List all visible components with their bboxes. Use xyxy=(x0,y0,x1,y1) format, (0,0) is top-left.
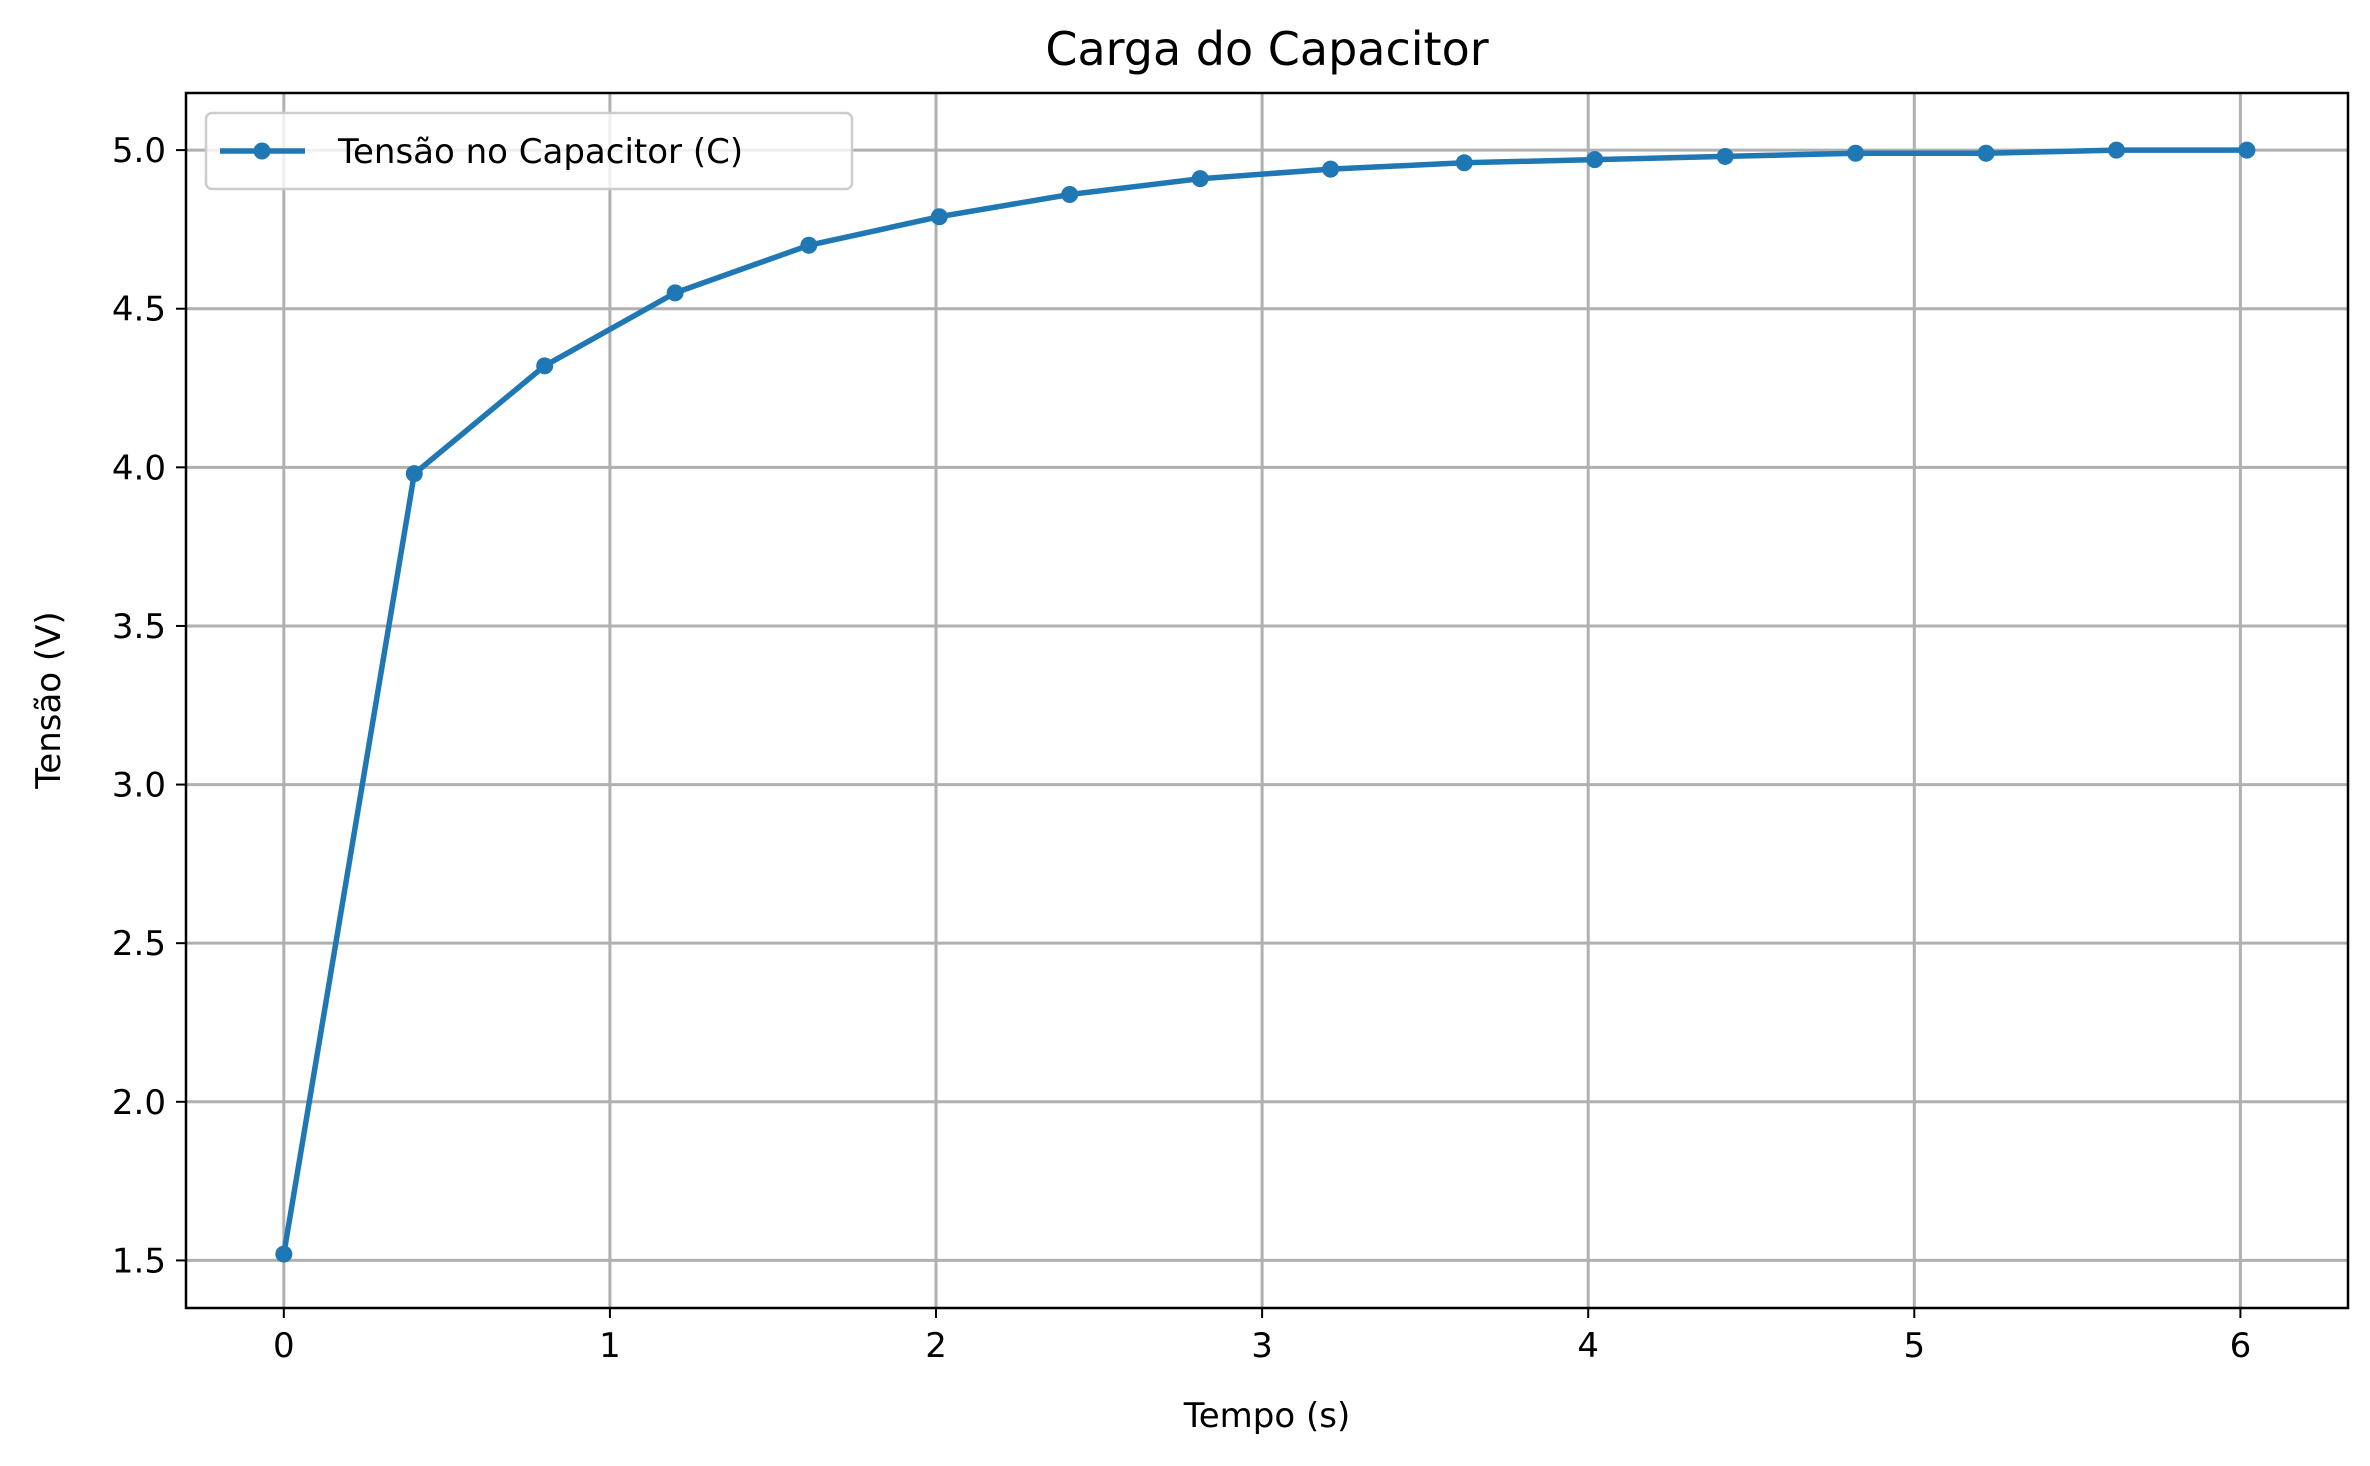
data-point xyxy=(930,208,948,226)
y-tick-label: 3.5 xyxy=(112,607,166,647)
y-tick-label: 2.0 xyxy=(112,1083,166,1123)
data-point xyxy=(1586,151,1604,169)
y-tick-label: 3.0 xyxy=(112,766,166,806)
data-point xyxy=(275,1245,293,1263)
data-point xyxy=(1716,147,1734,165)
y-tick-label: 2.5 xyxy=(112,924,166,964)
data-point xyxy=(405,465,423,483)
data-point xyxy=(536,357,554,375)
data-point xyxy=(1977,144,1995,162)
y-tick-label: 4.5 xyxy=(112,290,166,330)
axes-frame xyxy=(184,91,2350,1310)
legend-label: Tensão no Capacitor (C) xyxy=(337,132,743,172)
x-tick-label: 3 xyxy=(1251,1326,1273,1366)
data-point xyxy=(2107,141,2125,159)
data-point xyxy=(1455,154,1473,172)
grid xyxy=(186,93,2348,1308)
y-tick-label: 4.0 xyxy=(112,448,166,488)
x-tick-label: 2 xyxy=(925,1326,947,1366)
x-tick-label: 6 xyxy=(2230,1326,2252,1366)
data-point xyxy=(1191,170,1209,188)
x-axis-label: Tempo (s) xyxy=(1183,1396,1350,1436)
y-axis-label: Tensão (V) xyxy=(29,611,69,789)
data-point xyxy=(1847,144,1865,162)
data-point xyxy=(1061,186,1079,204)
plot-area xyxy=(275,141,2256,1263)
data-point xyxy=(666,284,684,302)
series-line xyxy=(281,147,2250,1257)
chart-title: Carga do Capacitor xyxy=(1045,22,1488,76)
x-tick-label: 0 xyxy=(273,1326,295,1366)
data-point xyxy=(2238,141,2256,159)
y-tick-label: 1.5 xyxy=(112,1241,166,1281)
x-tick-label: 1 xyxy=(599,1326,621,1366)
x-tick-label: 4 xyxy=(1577,1326,1599,1366)
data-point xyxy=(1322,160,1340,178)
x-axis: 0 1 2 3 4 5 6 xyxy=(273,1308,2251,1366)
legend-marker xyxy=(253,142,271,160)
y-tick-label: 5.0 xyxy=(112,131,166,171)
data-point xyxy=(800,236,818,254)
x-tick-label: 5 xyxy=(1903,1326,1925,1366)
y-axis: 1.5 2.0 2.5 3.0 3.5 4.0 4.5 5.0 xyxy=(112,131,186,1281)
legend-box xyxy=(204,111,854,191)
legend: Tensão no Capacitor (C) xyxy=(204,111,854,191)
